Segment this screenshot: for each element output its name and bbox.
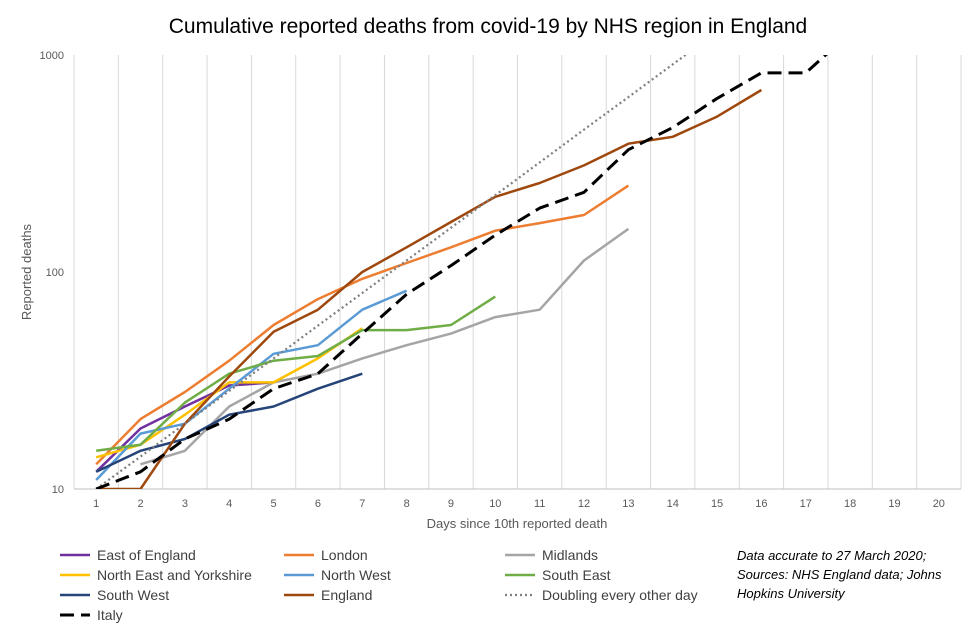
x-tick-label: 7 [359,498,365,510]
x-tick-label: 5 [271,498,277,510]
y-tick-label: 10 [52,484,64,496]
x-tick-label: 6 [315,498,321,510]
x-tick-label: 14 [667,498,679,510]
legend-label: Doubling every other day [542,587,698,603]
x-tick-label: 16 [755,498,767,510]
legend-item: London [284,547,368,563]
legend-label: North West [321,567,391,583]
source-note-line: Data accurate to 27 March 2020; [737,548,927,563]
legend-item: South East [505,567,611,583]
legend-item: North West [284,567,391,583]
x-tick-label: 13 [622,498,634,510]
series-line-south-east [96,295,496,453]
x-tick-label: 17 [800,498,812,510]
legend-item: England [284,587,372,603]
series-line-north-west [95,289,408,481]
legend-label: England [321,587,372,603]
legend-label: South East [542,567,611,583]
x-tick-label: 19 [888,498,900,510]
x-axis-title: Days since 10th reported death [427,516,608,531]
x-tick-label: 8 [404,498,410,510]
legend-label: North East and Yorkshire [97,567,252,583]
series-line-italy [95,55,828,489]
series-line-doubling-every-other-day [95,55,688,489]
series-line-east-of-england [95,381,274,473]
y-tick-label: 100 [46,267,64,279]
legend: East of England London Midlands North East … [60,547,698,623]
x-tick-label: 18 [844,498,856,510]
legend-item: Midlands [505,547,598,563]
legend-item: Italy [60,607,123,623]
series-line-london [95,184,630,466]
legend-label: East of England [97,547,196,563]
x-tick-label: 12 [578,498,590,510]
source-note-line: Hopkins University [737,586,845,601]
source-note: Data accurate to 27 March 2020; Sources:… [737,546,967,603]
x-tick-label: 9 [448,498,454,510]
x-tick-label: 4 [226,498,232,510]
legend-label: Italy [97,607,123,623]
y-axis-title: Reported deaths [19,223,34,320]
legend-label: South West [97,587,169,603]
legend-label: Midlands [542,547,598,563]
x-tick-label: 1 [93,498,99,510]
x-tick-label: 10 [489,498,501,510]
x-tick-label: 2 [137,498,143,510]
series-line-south-west [95,372,363,473]
legend-label: London [321,547,368,563]
legend-item: East of England [60,547,196,563]
x-tick-label: 3 [182,498,188,510]
grid [73,55,962,489]
series-line-midlands [140,227,630,466]
legend-item: South West [60,587,169,603]
x-tick-label: 20 [933,498,945,510]
source-note-line: Sources: NHS England data; Johns [737,567,942,582]
y-tick-label: 1000 [40,50,64,62]
plot-area [95,55,828,489]
chart-title: Cumulative reported deaths from covid-19… [169,15,808,38]
legend-item: Doubling every other day [505,587,698,603]
legend-item: North East and Yorkshire [60,567,252,583]
x-tick-label: 15 [711,498,723,510]
x-tick-label: 11 [534,498,545,510]
